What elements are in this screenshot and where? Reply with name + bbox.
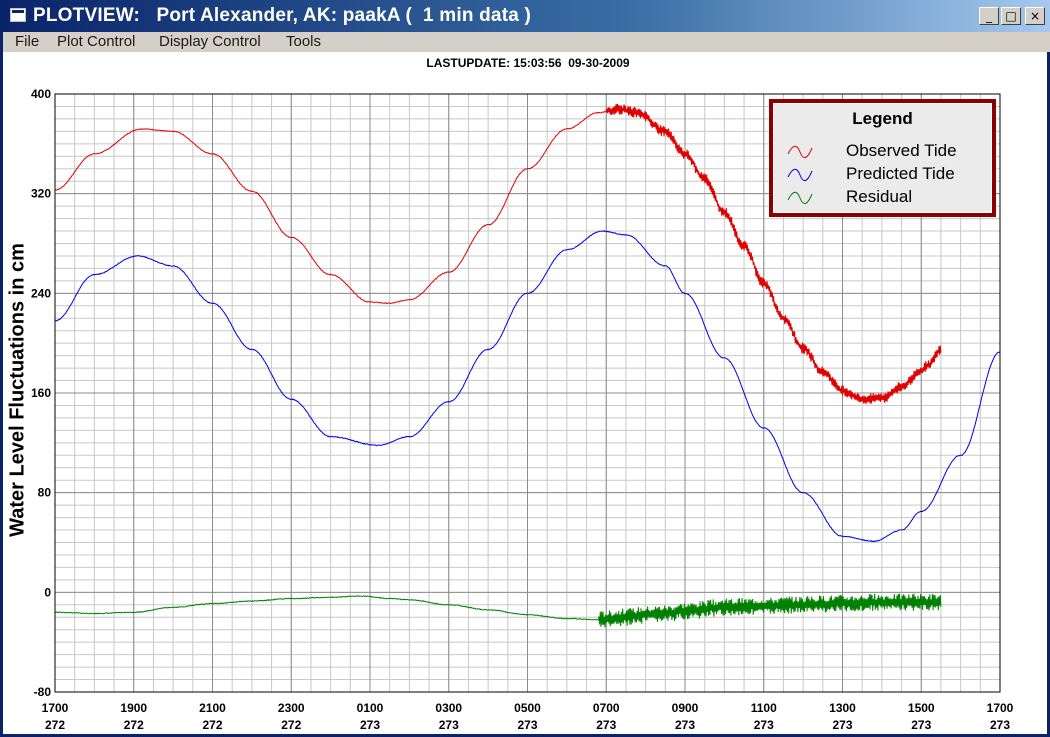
y-tick-label: 80 bbox=[38, 486, 52, 500]
x-tick-time: 1700 bbox=[987, 701, 1014, 715]
x-tick-time: 1300 bbox=[829, 701, 856, 715]
x-tick-day: 272 bbox=[281, 718, 301, 732]
x-tick-time: 0100 bbox=[357, 701, 384, 715]
maximize-button[interactable]: □ bbox=[1001, 7, 1021, 25]
y-tick-label: 320 bbox=[31, 187, 51, 201]
menu-plot-control[interactable]: Plot Control bbox=[57, 33, 136, 50]
x-tick-time: 1100 bbox=[751, 701, 777, 715]
x-tick-time: 2300 bbox=[278, 701, 305, 715]
legend-item-observed: Observed Tide bbox=[786, 140, 986, 162]
x-tick-time: 1500 bbox=[908, 701, 935, 715]
x-tick-time: 0300 bbox=[435, 701, 462, 715]
x-tick-time: 1700 bbox=[42, 701, 69, 715]
x-tick-day: 273 bbox=[990, 718, 1010, 732]
x-tick-day: 272 bbox=[45, 718, 65, 732]
legend-swatch-residual bbox=[787, 191, 813, 204]
series-line-observed-tide bbox=[55, 103, 942, 404]
last-update-label: LASTUPDATE: 15:03:56 09-30-2009 bbox=[426, 56, 630, 70]
app-window-icon[interactable] bbox=[10, 8, 26, 22]
y-tick-label: 400 bbox=[31, 87, 51, 101]
x-tick-time: 0500 bbox=[514, 701, 541, 715]
menu-display-control[interactable]: Display Control bbox=[159, 33, 261, 50]
y-tick-label: 160 bbox=[31, 386, 51, 400]
menu-bar: File Plot Control Display Control Tools bbox=[3, 32, 1050, 52]
legend-panel: Legend Observed Tide Predicted Tide Resi… bbox=[773, 103, 992, 213]
x-tick-day: 272 bbox=[124, 718, 144, 732]
x-tick-time: 2100 bbox=[199, 701, 226, 715]
menu-tools[interactable]: Tools bbox=[286, 33, 322, 50]
legend-swatch-predicted bbox=[787, 168, 813, 181]
x-tick-day: 273 bbox=[439, 718, 459, 732]
series-line-predicted-tide bbox=[54, 230, 1001, 543]
legend-title: Legend bbox=[852, 109, 913, 128]
y-axis-title: Water Level Fluctuations in cm bbox=[6, 243, 29, 537]
legend-label-residual: Residual bbox=[846, 187, 913, 206]
menu-file[interactable]: File bbox=[15, 33, 40, 50]
chart-series bbox=[54, 103, 1001, 628]
legend-swatch-observed bbox=[787, 145, 813, 158]
x-tick-day: 273 bbox=[596, 718, 616, 732]
legend: Legend Observed Tide Predicted Tide Resi… bbox=[769, 99, 996, 217]
y-tick-label: 0 bbox=[44, 585, 51, 599]
y-tick-label: -80 bbox=[34, 685, 52, 699]
close-button[interactable]: × bbox=[1025, 7, 1045, 25]
legend-item-predicted: Predicted Tide bbox=[786, 163, 986, 185]
legend-label-observed: Observed Tide bbox=[846, 141, 957, 160]
x-tick-day: 273 bbox=[360, 718, 380, 732]
x-tick-time: 0900 bbox=[672, 701, 699, 715]
y-tick-label: 240 bbox=[31, 286, 51, 300]
plot-frame bbox=[54, 93, 1001, 693]
x-tick-labels: 1700 272 1900 272 2100 272 2300 272 0100 273 0300 2… bbox=[42, 701, 1014, 732]
series-line-residual bbox=[54, 593, 942, 628]
legend-item-residual: Residual bbox=[786, 186, 986, 208]
window-title: PLOTVIEW: Port Alexander, AK: paakA ( 1 … bbox=[33, 5, 532, 26]
x-tick-day: 273 bbox=[911, 718, 931, 732]
x-tick-day: 273 bbox=[832, 718, 852, 732]
legend-label-predicted: Predicted Tide bbox=[846, 164, 955, 183]
x-tick-day: 272 bbox=[202, 718, 222, 732]
x-tick-day: 273 bbox=[754, 718, 774, 732]
x-tick-time: 0700 bbox=[593, 701, 620, 715]
minimize-button[interactable]: _ bbox=[979, 7, 999, 25]
x-tick-time: 1900 bbox=[120, 701, 147, 715]
y-tick-labels: -80 0 80 160 240 320 400 bbox=[31, 87, 51, 699]
x-tick-day: 273 bbox=[675, 718, 695, 732]
x-tick-day: 273 bbox=[517, 718, 537, 732]
title-bar[interactable]: PLOTVIEW: Port Alexander, AK: paakA ( 1 … bbox=[3, 0, 1050, 32]
tide-chart: -80 0 80 160 240 320 400 1700 272 1900 272 2100 272… bbox=[31, 87, 1014, 732]
